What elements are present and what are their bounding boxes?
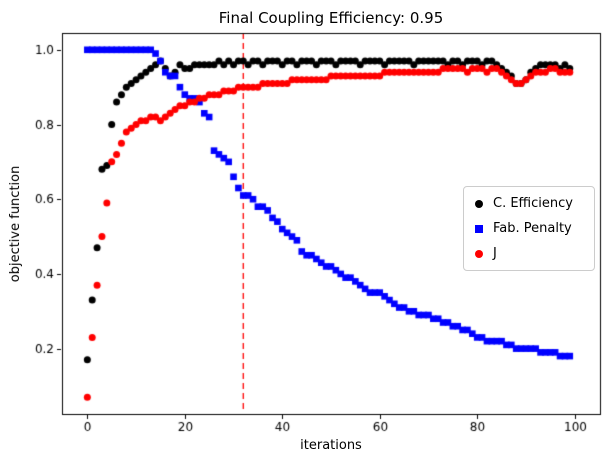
legend-entry: C. Efficiency <box>475 196 580 211</box>
legend-entry: J <box>475 246 580 261</box>
legend-label: J <box>493 246 497 261</box>
chart-title: Final Coupling Efficiency: 0.95 <box>218 9 444 27</box>
j-marker-icon <box>475 249 483 258</box>
legend-entry: Fab. Penalty <box>475 221 580 236</box>
legend: C. Efficiency Fab. Penalty J <box>463 186 595 271</box>
x-axis-label: iterations <box>300 438 362 453</box>
c-efficiency-marker-icon <box>475 199 483 208</box>
legend-label: Fab. Penalty <box>493 221 572 236</box>
legend-label: C. Efficiency <box>493 196 573 211</box>
fab-penalty-marker-icon <box>475 224 483 233</box>
y-axis-label: objective function <box>8 165 23 283</box>
